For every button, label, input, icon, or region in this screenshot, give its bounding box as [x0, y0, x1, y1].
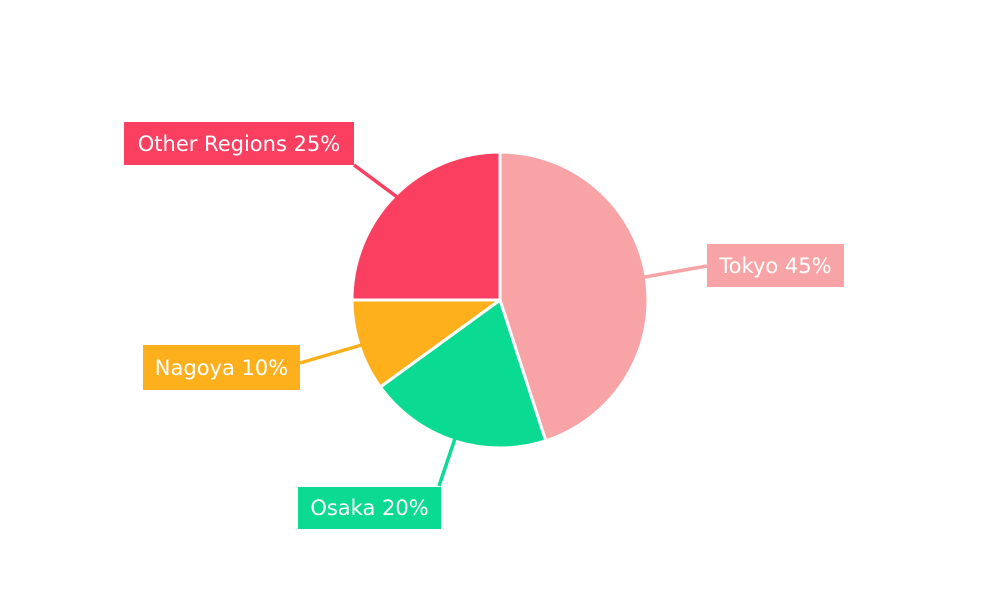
callout-label-nagoya: Nagoya 10%	[143, 345, 300, 390]
leader-line-tokyo	[643, 264, 708, 279]
callout-label-tokyo: Tokyo 45%	[707, 244, 844, 287]
pie-slice-other-regions[interactable]	[350, 150, 502, 302]
leader-line-nagoya	[299, 343, 362, 365]
callout-label-osaka: Osaka 20%	[298, 487, 441, 529]
leader-line-osaka	[437, 438, 457, 487]
leader-line-other-regions	[352, 163, 398, 199]
callout-label-other-regions: Other Regions 25%	[124, 122, 354, 165]
